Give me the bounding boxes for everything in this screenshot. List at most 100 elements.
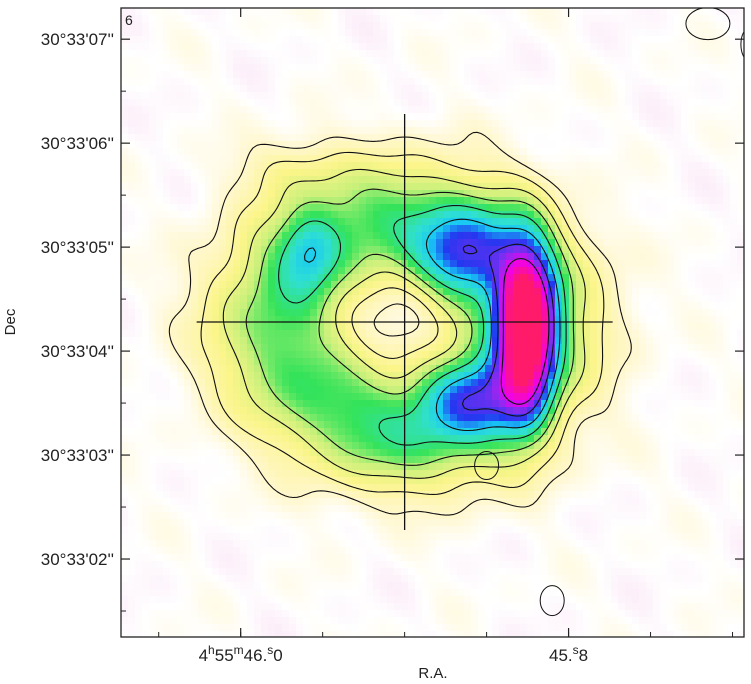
heat-cell: [450, 211, 458, 219]
heat-cell: [611, 316, 619, 324]
heat-cell: [730, 302, 738, 310]
heat-cell: [331, 267, 339, 275]
heat-cell: [149, 127, 157, 135]
heat-cell: [177, 225, 185, 233]
heat-cell: [457, 337, 465, 345]
heat-cell: [219, 92, 227, 100]
heat-cell: [646, 309, 654, 317]
heat-cell: [380, 127, 388, 135]
heat-cell: [373, 316, 381, 324]
heat-cell: [282, 253, 290, 261]
heat-cell: [709, 197, 717, 205]
heat-cell: [184, 330, 192, 338]
heat-cell: [135, 141, 143, 149]
heat-cell: [604, 309, 612, 317]
heat-cell: [688, 316, 696, 324]
heat-cell: [716, 302, 724, 310]
heat-cell: [198, 225, 206, 233]
heat-cell: [695, 246, 703, 254]
heat-cell: [527, 281, 535, 289]
heat-cell: [548, 316, 556, 324]
heat-cell: [562, 85, 570, 93]
heat-cell: [457, 8, 465, 16]
heat-cell: [282, 393, 290, 401]
heat-cell: [506, 78, 514, 86]
heat-cell: [254, 134, 262, 142]
heat-cell: [345, 330, 353, 338]
heat-cell: [310, 71, 318, 79]
heat-cell: [548, 22, 556, 30]
heat-cell: [716, 29, 724, 37]
heat-cell: [359, 379, 367, 387]
heat-cell: [289, 316, 297, 324]
heat-cell: [135, 204, 143, 212]
heat-cell: [163, 134, 171, 142]
heat-cell: [625, 141, 633, 149]
heat-cell: [310, 64, 318, 72]
heat-cell: [702, 183, 710, 191]
heat-cell: [135, 78, 143, 86]
heat-cell: [716, 337, 724, 345]
heat-cell: [373, 120, 381, 128]
heat-cell: [345, 386, 353, 394]
heat-cell: [464, 64, 472, 72]
heat-cell: [625, 99, 633, 107]
heat-cell: [163, 323, 171, 331]
heat-cell: [597, 36, 605, 44]
heat-cell: [135, 344, 143, 352]
heat-cell: [240, 120, 248, 128]
heat-cell: [548, 281, 556, 289]
heat-cell: [604, 190, 612, 198]
heat-cell: [695, 78, 703, 86]
heat-cell: [541, 8, 549, 16]
heat-cell: [359, 337, 367, 345]
heat-cell: [471, 155, 479, 163]
heat-cell: [611, 92, 619, 100]
heat-cell: [268, 176, 276, 184]
heat-cell: [324, 43, 332, 51]
heat-cell: [275, 162, 283, 170]
heat-cell: [646, 295, 654, 303]
heat-cell: [541, 92, 549, 100]
heat-cell: [401, 78, 409, 86]
heat-cell: [142, 43, 150, 51]
heat-cell: [366, 15, 374, 23]
heat-cell: [205, 218, 213, 226]
heat-cell: [163, 155, 171, 163]
heat-cell: [660, 22, 668, 30]
heat-cell: [499, 99, 507, 107]
heat-cell: [597, 344, 605, 352]
heat-cell: [247, 113, 255, 121]
heat-cell: [212, 302, 220, 310]
heat-cell: [429, 78, 437, 86]
heat-cell: [513, 78, 521, 86]
heat-cell: [569, 232, 577, 240]
heat-cell: [436, 337, 444, 345]
heat-cell: [289, 323, 297, 331]
heat-cell: [198, 99, 206, 107]
heat-cell: [534, 337, 542, 345]
heat-cell: [219, 372, 227, 380]
heat-cell: [303, 372, 311, 380]
heat-cell: [709, 274, 717, 282]
heat-cell: [604, 365, 612, 373]
heat-cell: [212, 78, 220, 86]
heat-cell: [345, 281, 353, 289]
heat-cell: [198, 64, 206, 72]
heat-cell: [674, 253, 682, 261]
heat-cell: [352, 155, 360, 163]
heat-cell: [576, 253, 584, 261]
heat-cell: [716, 330, 724, 338]
heat-cell: [317, 99, 325, 107]
heat-cell: [597, 225, 605, 233]
heat-cell: [709, 358, 717, 366]
heat-cell: [485, 232, 493, 240]
heat-cell: [338, 197, 346, 205]
heat-cell: [443, 232, 451, 240]
heat-cell: [443, 134, 451, 142]
heat-cell: [226, 330, 234, 338]
heat-cell: [268, 134, 276, 142]
heat-cell: [506, 379, 514, 387]
heat-cell: [723, 120, 731, 128]
heat-cell: [632, 113, 640, 121]
